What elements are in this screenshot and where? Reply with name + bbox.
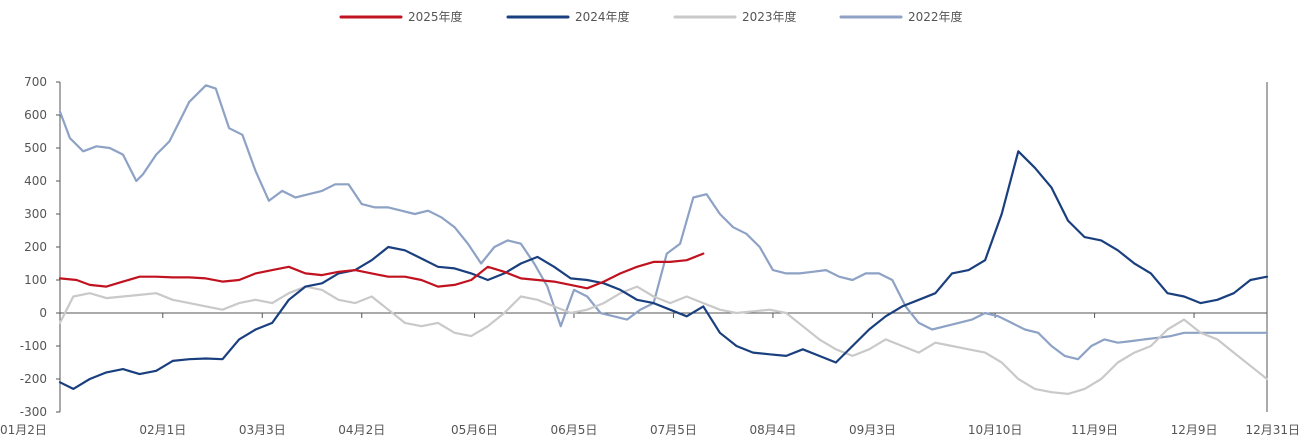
chart-axes: -300 -200 -100 0 100 200 300 400 500 600 700 01月2日… (0, 75, 1300, 437)
y-tick-label: -300 (20, 405, 47, 419)
x-tick-label: 11月9日 (1071, 423, 1118, 437)
legend-label: 2025年度 (408, 9, 463, 24)
x-tick-label: 07月5日 (650, 423, 697, 437)
y-tick-label: 300 (24, 207, 47, 221)
x-tick-label: 06月5日 (551, 423, 598, 437)
series-line-1 (58, 150, 1269, 390)
y-tick-label: 0 (39, 306, 47, 320)
y-tick-label: 100 (24, 273, 47, 287)
x-tick-label: 12月9日 (1171, 423, 1218, 437)
series-layer (58, 84, 1269, 395)
chart-legend: 2025年度 2024年度 2023年度 2022年度 (339, 9, 963, 24)
y-tick-label: 600 (24, 108, 47, 122)
series-line-3 (58, 84, 1269, 361)
y-tick-label: -200 (20, 372, 47, 386)
legend-label: 2022年度 (908, 9, 963, 24)
legend-label: 2024年度 (575, 9, 630, 24)
y-tick-label: 500 (24, 141, 47, 155)
x-tick-label: 10月10日 (968, 423, 1023, 437)
y-tick-label: -100 (20, 339, 47, 353)
x-tick-label: 05月6日 (451, 423, 498, 437)
x-tick-label: 02月1日 (139, 423, 186, 437)
x-tick-label: 01月2日 (0, 423, 47, 437)
x-axis-ticks: 01月2日 02月1日 03月3日 04月2日 05月6日 06月5日 07月5日 08月4日… (0, 313, 1300, 437)
x-tick-label: 04月2日 (338, 423, 385, 437)
y-tick-label: 700 (24, 75, 47, 89)
x-tick-label: 09月3日 (849, 423, 896, 437)
legend-label: 2023年度 (742, 9, 797, 24)
x-tick-label: 03月3日 (239, 423, 286, 437)
series-line-2 (58, 285, 1269, 395)
x-tick-label: 12月31日 (1245, 423, 1300, 437)
y-tick-label: 200 (24, 240, 47, 254)
series-line-0 (58, 252, 705, 290)
y-tick-label: 400 (24, 174, 47, 188)
y-axis-ticks: -300 -200 -100 0 100 200 300 400 500 600 700 (20, 75, 60, 419)
x-tick-label: 08月4日 (749, 423, 796, 437)
